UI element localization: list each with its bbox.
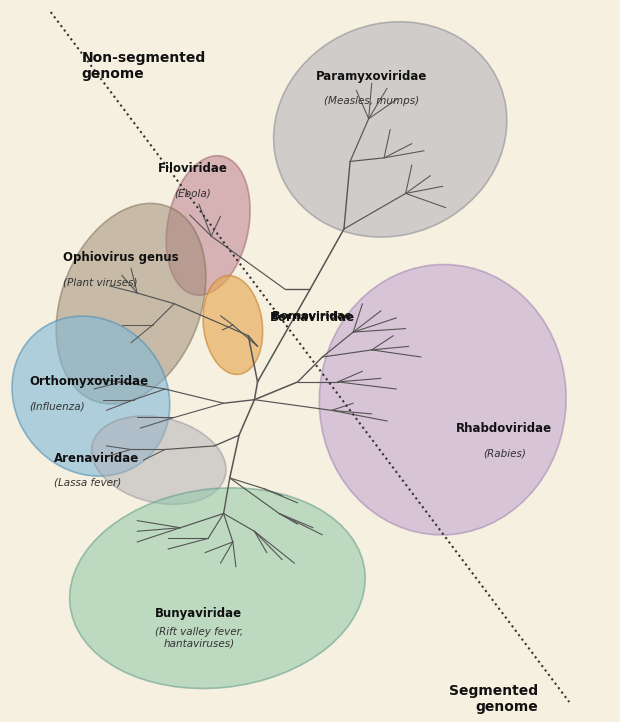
Text: (Influenza): (Influenza) [29,402,85,412]
Text: Segmented
genome: Segmented genome [450,684,538,714]
Text: Ophiovirus genus: Ophiovirus genus [63,251,179,264]
Text: Filoviridae: Filoviridae [158,162,228,175]
Ellipse shape [12,316,170,477]
Ellipse shape [319,264,566,535]
Text: Paramyxoviridae: Paramyxoviridae [316,69,427,82]
Text: (Rift valley fever,
hantaviruses): (Rift valley fever, hantaviruses) [155,627,243,649]
Text: Orthomyxoviridae: Orthomyxoviridae [29,375,148,388]
Text: (Plant viruses): (Plant viruses) [63,277,138,287]
Text: Bunyaviridae: Bunyaviridae [156,606,242,619]
Text: Non-segmented
genome: Non-segmented genome [82,51,206,82]
Text: Bornaviridae: Bornaviridae [270,311,355,324]
Ellipse shape [56,204,206,404]
Ellipse shape [273,22,507,237]
Text: (Rabies): (Rabies) [483,448,526,458]
Text: (Lassa fever): (Lassa fever) [54,478,121,488]
Text: Arenaviridae: Arenaviridae [54,451,139,464]
Text: Bornaviridae: Bornaviridae [272,310,352,321]
Ellipse shape [166,156,250,295]
Ellipse shape [203,276,263,375]
Text: Rhabdoviridae: Rhabdoviridae [456,422,552,435]
Ellipse shape [69,488,365,689]
Text: (Measles, mumps): (Measles, mumps) [324,96,419,106]
Text: (Ebola): (Ebola) [174,188,211,199]
Ellipse shape [92,416,226,505]
